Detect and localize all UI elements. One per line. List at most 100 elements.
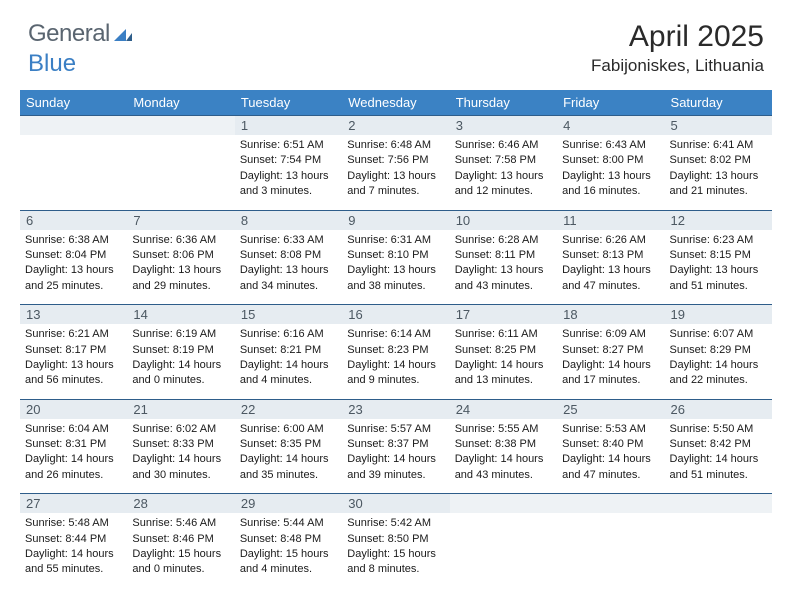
- sunset-text: Sunset: 8:00 PM: [562, 153, 659, 168]
- logo-triangle-icon: [114, 27, 132, 41]
- day-number: [450, 494, 557, 513]
- daylight-text: Daylight: 14 hours: [347, 452, 444, 467]
- daylight-text: and 51 minutes.: [670, 279, 767, 294]
- day-number: 2: [342, 116, 449, 135]
- daylight-text: and 55 minutes.: [25, 562, 122, 577]
- sunrise-text: Sunrise: 6:11 AM: [455, 327, 552, 342]
- daylight-text: and 4 minutes.: [240, 373, 337, 388]
- daylight-text: Daylight: 14 hours: [562, 452, 659, 467]
- sunrise-text: Sunrise: 5:42 AM: [347, 516, 444, 531]
- daylight-text: and 47 minutes.: [562, 468, 659, 483]
- sunset-text: Sunset: 8:23 PM: [347, 343, 444, 358]
- day-number: 27: [20, 494, 127, 513]
- week-number-row: 20212223242526: [20, 399, 772, 419]
- day-number: 5: [665, 116, 772, 135]
- header: General April 2025 Fabijoniskes, Lithuan…: [0, 0, 792, 84]
- day-number-cell: 21: [127, 399, 234, 419]
- sunset-text: Sunset: 8:27 PM: [562, 343, 659, 358]
- daylight-text: and 4 minutes.: [240, 562, 337, 577]
- daylight-text: Daylight: 13 hours: [670, 263, 767, 278]
- day-content-cell: Sunrise: 6:14 AMSunset: 8:23 PMDaylight:…: [342, 324, 449, 399]
- sunset-text: Sunset: 8:06 PM: [132, 248, 229, 263]
- day-content-cell: [127, 135, 234, 210]
- sunrise-text: Sunrise: 6:38 AM: [25, 233, 122, 248]
- daylight-text: and 8 minutes.: [347, 562, 444, 577]
- day-number: 1: [235, 116, 342, 135]
- sunrise-text: Sunrise: 6:41 AM: [670, 138, 767, 153]
- week-content-row: Sunrise: 6:21 AMSunset: 8:17 PMDaylight:…: [20, 324, 772, 399]
- sunset-text: Sunset: 7:54 PM: [240, 153, 337, 168]
- day-content-cell: [20, 135, 127, 210]
- day-number-cell: [20, 116, 127, 136]
- daylight-text: Daylight: 14 hours: [132, 358, 229, 373]
- dow-saturday: Saturday: [665, 90, 772, 116]
- daylight-text: Daylight: 14 hours: [25, 452, 122, 467]
- day-number: 24: [450, 400, 557, 419]
- sunrise-text: Sunrise: 6:21 AM: [25, 327, 122, 342]
- week-number-row: 6789101112: [20, 210, 772, 230]
- sunrise-text: Sunrise: 6:33 AM: [240, 233, 337, 248]
- day-content-cell: Sunrise: 6:09 AMSunset: 8:27 PMDaylight:…: [557, 324, 664, 399]
- daylight-text: Daylight: 14 hours: [562, 358, 659, 373]
- sunrise-text: Sunrise: 6:07 AM: [670, 327, 767, 342]
- daylight-text: and 21 minutes.: [670, 184, 767, 199]
- day-number: 8: [235, 211, 342, 230]
- sunrise-text: Sunrise: 6:14 AM: [347, 327, 444, 342]
- day-content-cell: [557, 513, 664, 588]
- sunset-text: Sunset: 8:35 PM: [240, 437, 337, 452]
- daylight-text: Daylight: 13 hours: [25, 358, 122, 373]
- day-number: 4: [557, 116, 664, 135]
- daylight-text: Daylight: 14 hours: [132, 452, 229, 467]
- day-number-cell: [665, 494, 772, 514]
- location-label: Fabijoniskes, Lithuania: [591, 56, 764, 76]
- daylight-text: and 12 minutes.: [455, 184, 552, 199]
- week-number-row: 12345: [20, 116, 772, 136]
- dow-wednesday: Wednesday: [342, 90, 449, 116]
- day-number-cell: 18: [557, 305, 664, 325]
- day-content-cell: Sunrise: 6:04 AMSunset: 8:31 PMDaylight:…: [20, 419, 127, 494]
- day-number: 29: [235, 494, 342, 513]
- day-number-cell: 15: [235, 305, 342, 325]
- daylight-text: and 13 minutes.: [455, 373, 552, 388]
- day-content-cell: Sunrise: 5:53 AMSunset: 8:40 PMDaylight:…: [557, 419, 664, 494]
- day-content-cell: Sunrise: 5:55 AMSunset: 8:38 PMDaylight:…: [450, 419, 557, 494]
- daylight-text: Daylight: 13 hours: [347, 263, 444, 278]
- daylight-text: and 47 minutes.: [562, 279, 659, 294]
- daylight-text: and 17 minutes.: [562, 373, 659, 388]
- daylight-text: Daylight: 14 hours: [455, 358, 552, 373]
- day-content-cell: Sunrise: 6:46 AMSunset: 7:58 PMDaylight:…: [450, 135, 557, 210]
- day-content-cell: Sunrise: 6:43 AMSunset: 8:00 PMDaylight:…: [557, 135, 664, 210]
- logo-text-general: General: [28, 20, 110, 48]
- sunrise-text: Sunrise: 5:53 AM: [562, 422, 659, 437]
- daylight-text: and 34 minutes.: [240, 279, 337, 294]
- page-title: April 2025: [591, 20, 764, 54]
- day-number: 11: [557, 211, 664, 230]
- day-content-cell: Sunrise: 6:21 AMSunset: 8:17 PMDaylight:…: [20, 324, 127, 399]
- day-number-cell: 8: [235, 210, 342, 230]
- sunset-text: Sunset: 7:56 PM: [347, 153, 444, 168]
- day-number: 9: [342, 211, 449, 230]
- day-number-cell: 11: [557, 210, 664, 230]
- logo-text-blue: Blue: [28, 50, 76, 78]
- day-number: 30: [342, 494, 449, 513]
- sunset-text: Sunset: 8:31 PM: [25, 437, 122, 452]
- day-number-cell: 6: [20, 210, 127, 230]
- title-block: April 2025 Fabijoniskes, Lithuania: [591, 20, 764, 76]
- daylight-text: Daylight: 13 hours: [562, 169, 659, 184]
- day-number-cell: 20: [20, 399, 127, 419]
- sunset-text: Sunset: 8:11 PM: [455, 248, 552, 263]
- day-content-cell: Sunrise: 6:33 AMSunset: 8:08 PMDaylight:…: [235, 230, 342, 305]
- day-content-cell: Sunrise: 6:00 AMSunset: 8:35 PMDaylight:…: [235, 419, 342, 494]
- daylight-text: and 29 minutes.: [132, 279, 229, 294]
- day-number-cell: 23: [342, 399, 449, 419]
- day-number-cell: 25: [557, 399, 664, 419]
- day-number: [20, 116, 127, 135]
- week-content-row: Sunrise: 6:04 AMSunset: 8:31 PMDaylight:…: [20, 419, 772, 494]
- day-number: 23: [342, 400, 449, 419]
- daylight-text: and 39 minutes.: [347, 468, 444, 483]
- day-number: 16: [342, 305, 449, 324]
- day-number: 13: [20, 305, 127, 324]
- day-number-cell: 28: [127, 494, 234, 514]
- sunset-text: Sunset: 7:58 PM: [455, 153, 552, 168]
- sunrise-text: Sunrise: 5:50 AM: [670, 422, 767, 437]
